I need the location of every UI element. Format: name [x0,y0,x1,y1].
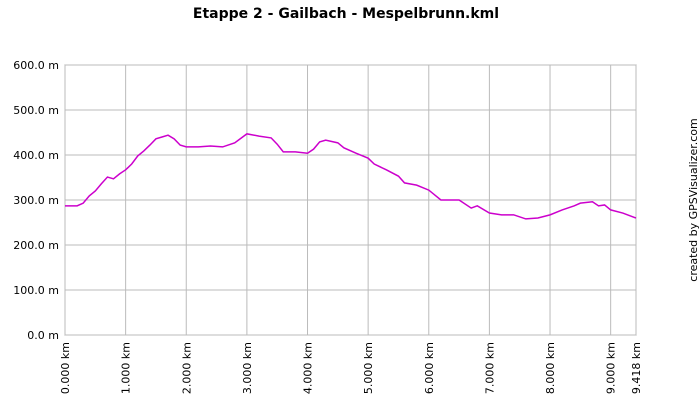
x-tick-label: 9.000 km [605,342,618,394]
x-tick-label: 9.418 km [630,342,643,394]
x-tick-label: 3.000 km [241,342,254,394]
x-tick-label: 0.000 km [59,342,72,394]
x-tick-label: 7.000 km [483,342,496,394]
y-tick-label: 300.0 m [13,194,59,207]
y-tick-label: 400.0 m [13,149,59,162]
y-tick-label: 0.0 m [27,329,59,342]
x-tick-label: 6.000 km [423,342,436,394]
credit: created by GPSVisualizer.com [687,118,700,281]
x-tick-label: 4.000 km [302,342,315,394]
y-tick-label: 100.0 m [13,284,59,297]
y-tick-label: 200.0 m [13,239,59,252]
x-tick-label: 5.000 km [362,342,375,394]
y-tick-label: 500.0 m [13,104,59,117]
y-tick-label: 600.0 m [13,59,59,72]
chart-title: Etappe 2 - Gailbach - Mespelbrunn.kml [193,6,499,22]
x-tick-label: 8.000 km [544,342,557,394]
x-tick-label: 2.000 km [180,342,193,394]
elevation-line [65,133,637,220]
x-tick-label: 1.000 km [120,342,133,394]
